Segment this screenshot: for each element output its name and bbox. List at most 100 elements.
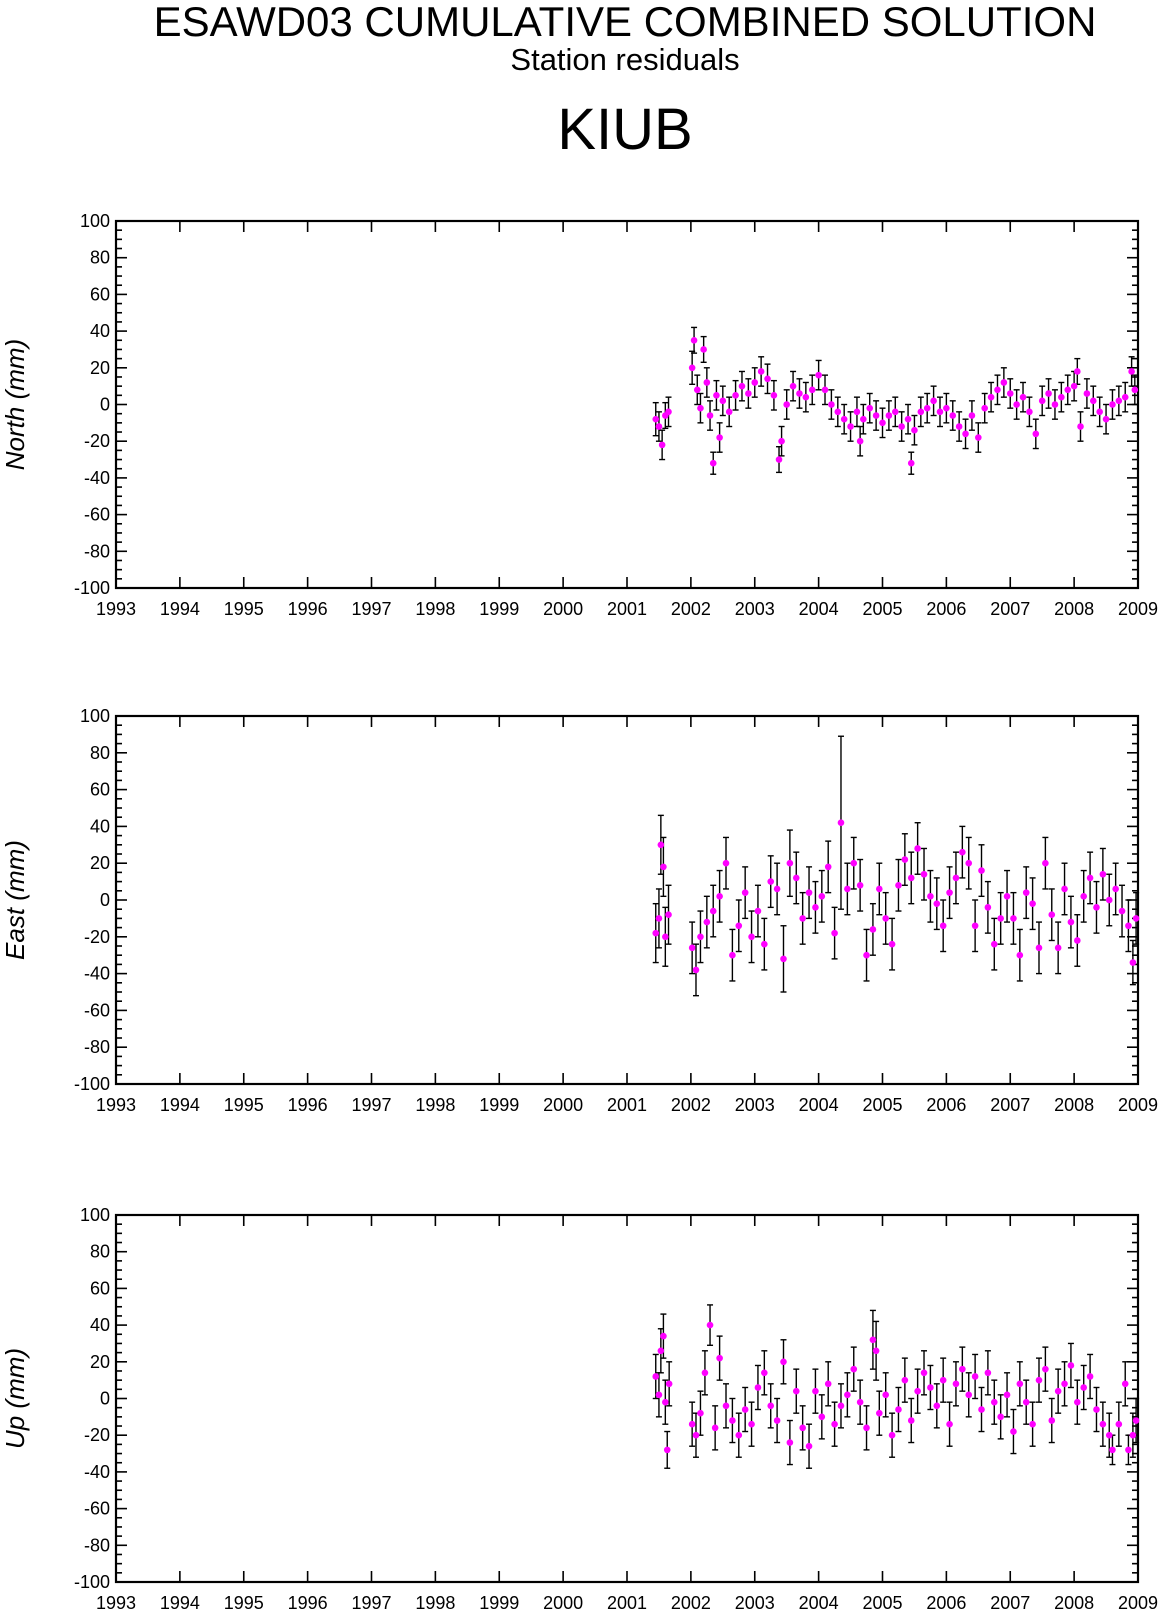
data-point xyxy=(1016,951,1024,959)
data-point xyxy=(818,893,826,900)
data-point xyxy=(796,390,803,397)
y-tick-label: -100 xyxy=(74,1572,110,1592)
data-point xyxy=(1089,397,1097,405)
data-point xyxy=(933,900,941,907)
data-point xyxy=(1016,1380,1024,1388)
data-point xyxy=(1121,1380,1129,1388)
data-point xyxy=(898,423,905,430)
data-point xyxy=(968,412,976,419)
data-point xyxy=(914,1387,921,1395)
data-point xyxy=(725,408,733,416)
data-point xyxy=(901,856,909,863)
data-point xyxy=(984,904,992,911)
data-point xyxy=(1118,907,1126,915)
data-point xyxy=(850,859,858,867)
y-tick-label: 40 xyxy=(90,321,110,341)
x-tick-label: 2007 xyxy=(990,1593,1030,1613)
data-point xyxy=(692,1431,700,1439)
data-point xyxy=(1048,1417,1056,1424)
x-tick-label: 2000 xyxy=(543,1095,583,1115)
data-point xyxy=(1102,415,1110,423)
x-tick-label: 2001 xyxy=(607,599,647,619)
data-point xyxy=(1013,401,1020,408)
data-point xyxy=(706,412,714,419)
data-point xyxy=(1026,408,1033,416)
y-tick-label: 100 xyxy=(80,706,110,726)
station-name: KIUB xyxy=(557,97,693,162)
data-point xyxy=(1109,1446,1116,1454)
data-point xyxy=(1003,893,1011,900)
data-point xyxy=(792,1387,800,1395)
x-tick-label: 2003 xyxy=(735,599,775,619)
data-point xyxy=(652,929,660,937)
data-point xyxy=(778,437,785,445)
y-tick-label: 20 xyxy=(90,358,110,378)
data-point xyxy=(722,1402,730,1410)
data-point xyxy=(907,459,915,467)
data-point xyxy=(888,940,896,948)
data-point xyxy=(860,415,867,423)
data-point xyxy=(741,889,749,896)
x-tick-label: 1998 xyxy=(415,1593,455,1613)
x-tick-label: 2007 xyxy=(990,1095,1030,1115)
data-point xyxy=(1019,393,1027,401)
data-point xyxy=(959,848,966,856)
up-panel: 1993 1994 1995 1996 1997 1998 1999 2000 2001 2002… xyxy=(0,1205,1158,1613)
data-point xyxy=(850,1365,858,1373)
data-point xyxy=(1128,368,1135,375)
x-tick-label: 1997 xyxy=(351,1593,391,1613)
data-point xyxy=(703,379,711,386)
data-point xyxy=(716,1354,723,1362)
data-point xyxy=(997,915,1004,922)
data-point xyxy=(709,459,717,467)
data-point xyxy=(1074,937,1081,944)
data-point xyxy=(933,1402,941,1410)
data-point xyxy=(1131,386,1139,394)
data-point xyxy=(805,889,813,896)
x-tick-label: 1998 xyxy=(415,1095,455,1115)
y-tick-label: -80 xyxy=(84,541,110,561)
x-tick-label: 2006 xyxy=(926,599,966,619)
data-point xyxy=(1099,870,1107,878)
x-tick-label: 1999 xyxy=(479,599,519,619)
data-point xyxy=(657,841,665,849)
data-point xyxy=(930,397,937,405)
chart-title: ESAWD03 CUMULATIVE COMBINED SOLUTION xyxy=(153,0,1097,45)
data-point xyxy=(716,434,723,441)
data-point xyxy=(713,392,720,399)
data-point xyxy=(866,404,874,412)
data-point xyxy=(1074,1398,1081,1406)
data-point xyxy=(1045,390,1052,397)
data-point xyxy=(1042,1365,1049,1373)
x-tick-label: 1999 xyxy=(479,1095,519,1115)
data-point xyxy=(844,1391,851,1399)
data-point xyxy=(703,918,711,926)
y-tick-label: 40 xyxy=(90,1315,110,1335)
data-point xyxy=(1129,959,1137,966)
data-point xyxy=(1035,1376,1043,1384)
data-point xyxy=(716,893,723,900)
data-point xyxy=(780,1358,787,1366)
y-tick-label: -40 xyxy=(84,1462,110,1482)
data-point xyxy=(907,1417,915,1424)
data-point xyxy=(959,1365,966,1373)
y-tick-label: 60 xyxy=(90,780,110,800)
x-tick-label: 2008 xyxy=(1054,1593,1094,1613)
data-point xyxy=(688,1420,696,1428)
y-tick-label: -80 xyxy=(84,1535,110,1555)
data-point xyxy=(1099,1420,1107,1428)
data-point xyxy=(939,1376,947,1384)
data-point xyxy=(895,881,902,889)
data-point xyxy=(946,1420,953,1428)
data-point xyxy=(1054,1387,1062,1395)
data-point xyxy=(844,885,851,893)
data-point xyxy=(920,1369,928,1377)
y-tick-label: -20 xyxy=(84,431,110,451)
x-tick-label: 2009 xyxy=(1118,599,1158,619)
data-point xyxy=(783,401,790,408)
data-point xyxy=(808,386,816,394)
data-point xyxy=(853,408,861,416)
x-tick-label: 2000 xyxy=(543,1593,583,1613)
data-point xyxy=(735,1431,743,1439)
data-point xyxy=(872,412,880,419)
